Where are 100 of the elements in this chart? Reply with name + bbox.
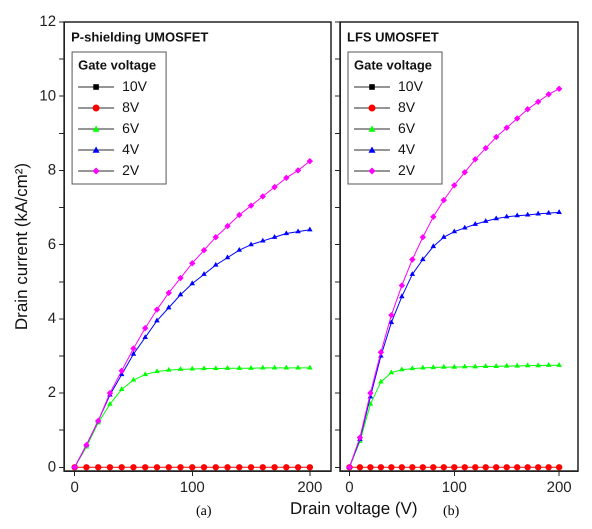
point (545, 91, 552, 98)
point (420, 256, 426, 262)
point (534, 98, 542, 105)
point (440, 464, 447, 470)
point (378, 464, 384, 470)
point (524, 106, 531, 112)
point (236, 247, 242, 252)
text: (a) (196, 504, 212, 520)
point (420, 364, 426, 370)
legend-label: 2V (398, 162, 416, 178)
point (398, 282, 406, 289)
point (142, 371, 148, 376)
point (472, 221, 478, 226)
point (482, 218, 489, 223)
x-tick-label: 200 (297, 479, 322, 496)
point (189, 366, 196, 371)
point (451, 182, 458, 188)
point (556, 209, 562, 214)
point (260, 193, 266, 200)
legend-label: 10V (122, 78, 148, 94)
point (260, 364, 266, 370)
point (409, 464, 416, 470)
y-tick-label: 4 (48, 310, 56, 327)
point (130, 464, 137, 470)
point (295, 228, 301, 234)
point (472, 364, 478, 368)
point (546, 210, 552, 215)
point (462, 364, 468, 368)
point (189, 260, 196, 266)
point (524, 464, 531, 470)
point (524, 362, 530, 368)
legend-title: Gate voltage (78, 58, 156, 73)
point (514, 115, 520, 122)
point (212, 262, 219, 267)
point (260, 238, 266, 243)
point (378, 378, 384, 384)
point (154, 464, 160, 470)
point (378, 349, 384, 356)
point (420, 234, 426, 240)
point (177, 274, 184, 282)
x-tick-label: 200 (546, 479, 572, 496)
point (462, 169, 468, 176)
point (200, 464, 208, 470)
point (452, 364, 458, 369)
point (271, 464, 278, 470)
point (441, 364, 447, 369)
point (154, 318, 160, 322)
point (514, 212, 520, 218)
point (504, 124, 510, 131)
legend-label: 8V (398, 98, 416, 115)
point (106, 464, 114, 470)
point (452, 228, 458, 234)
point (118, 386, 124, 391)
point (504, 362, 510, 368)
point (166, 464, 172, 470)
point (142, 464, 148, 470)
point (212, 365, 219, 370)
text: (b) (443, 504, 460, 520)
point (236, 212, 242, 218)
point (388, 464, 395, 470)
point (524, 212, 530, 217)
point (83, 464, 90, 470)
point (248, 464, 254, 470)
y-tick-label: 0 (48, 458, 56, 476)
point (260, 464, 266, 470)
point (493, 363, 499, 368)
point (556, 86, 562, 92)
point (212, 234, 219, 240)
point (462, 224, 468, 230)
point (178, 292, 184, 296)
point (189, 280, 196, 286)
legend-title: Gate voltage (354, 58, 432, 73)
legend-label: 8V (122, 98, 140, 115)
point (430, 364, 436, 370)
point (430, 214, 437, 220)
point (535, 210, 541, 216)
point (166, 304, 172, 310)
x-tick-label: 100 (442, 479, 467, 496)
point (556, 464, 562, 470)
point (306, 464, 314, 470)
point (367, 390, 374, 396)
point (482, 144, 489, 152)
point (142, 334, 148, 340)
point (514, 362, 520, 368)
point (224, 464, 231, 470)
point (154, 368, 160, 374)
legend-label: 4V (398, 140, 416, 157)
text: LFS UMOSFET (347, 30, 439, 45)
point (201, 365, 207, 370)
legend-label: 10V (398, 78, 424, 94)
point (514, 464, 520, 470)
x-tick-label: 0 (70, 479, 79, 496)
y-tick-label: 2 (48, 384, 56, 402)
point (482, 363, 489, 368)
point (118, 368, 125, 374)
point (295, 364, 301, 370)
legend-label: 6V (122, 120, 140, 136)
y-axis-title: Drain current (kA/cm²) (12, 162, 31, 330)
point (556, 362, 562, 367)
point (94, 464, 102, 470)
